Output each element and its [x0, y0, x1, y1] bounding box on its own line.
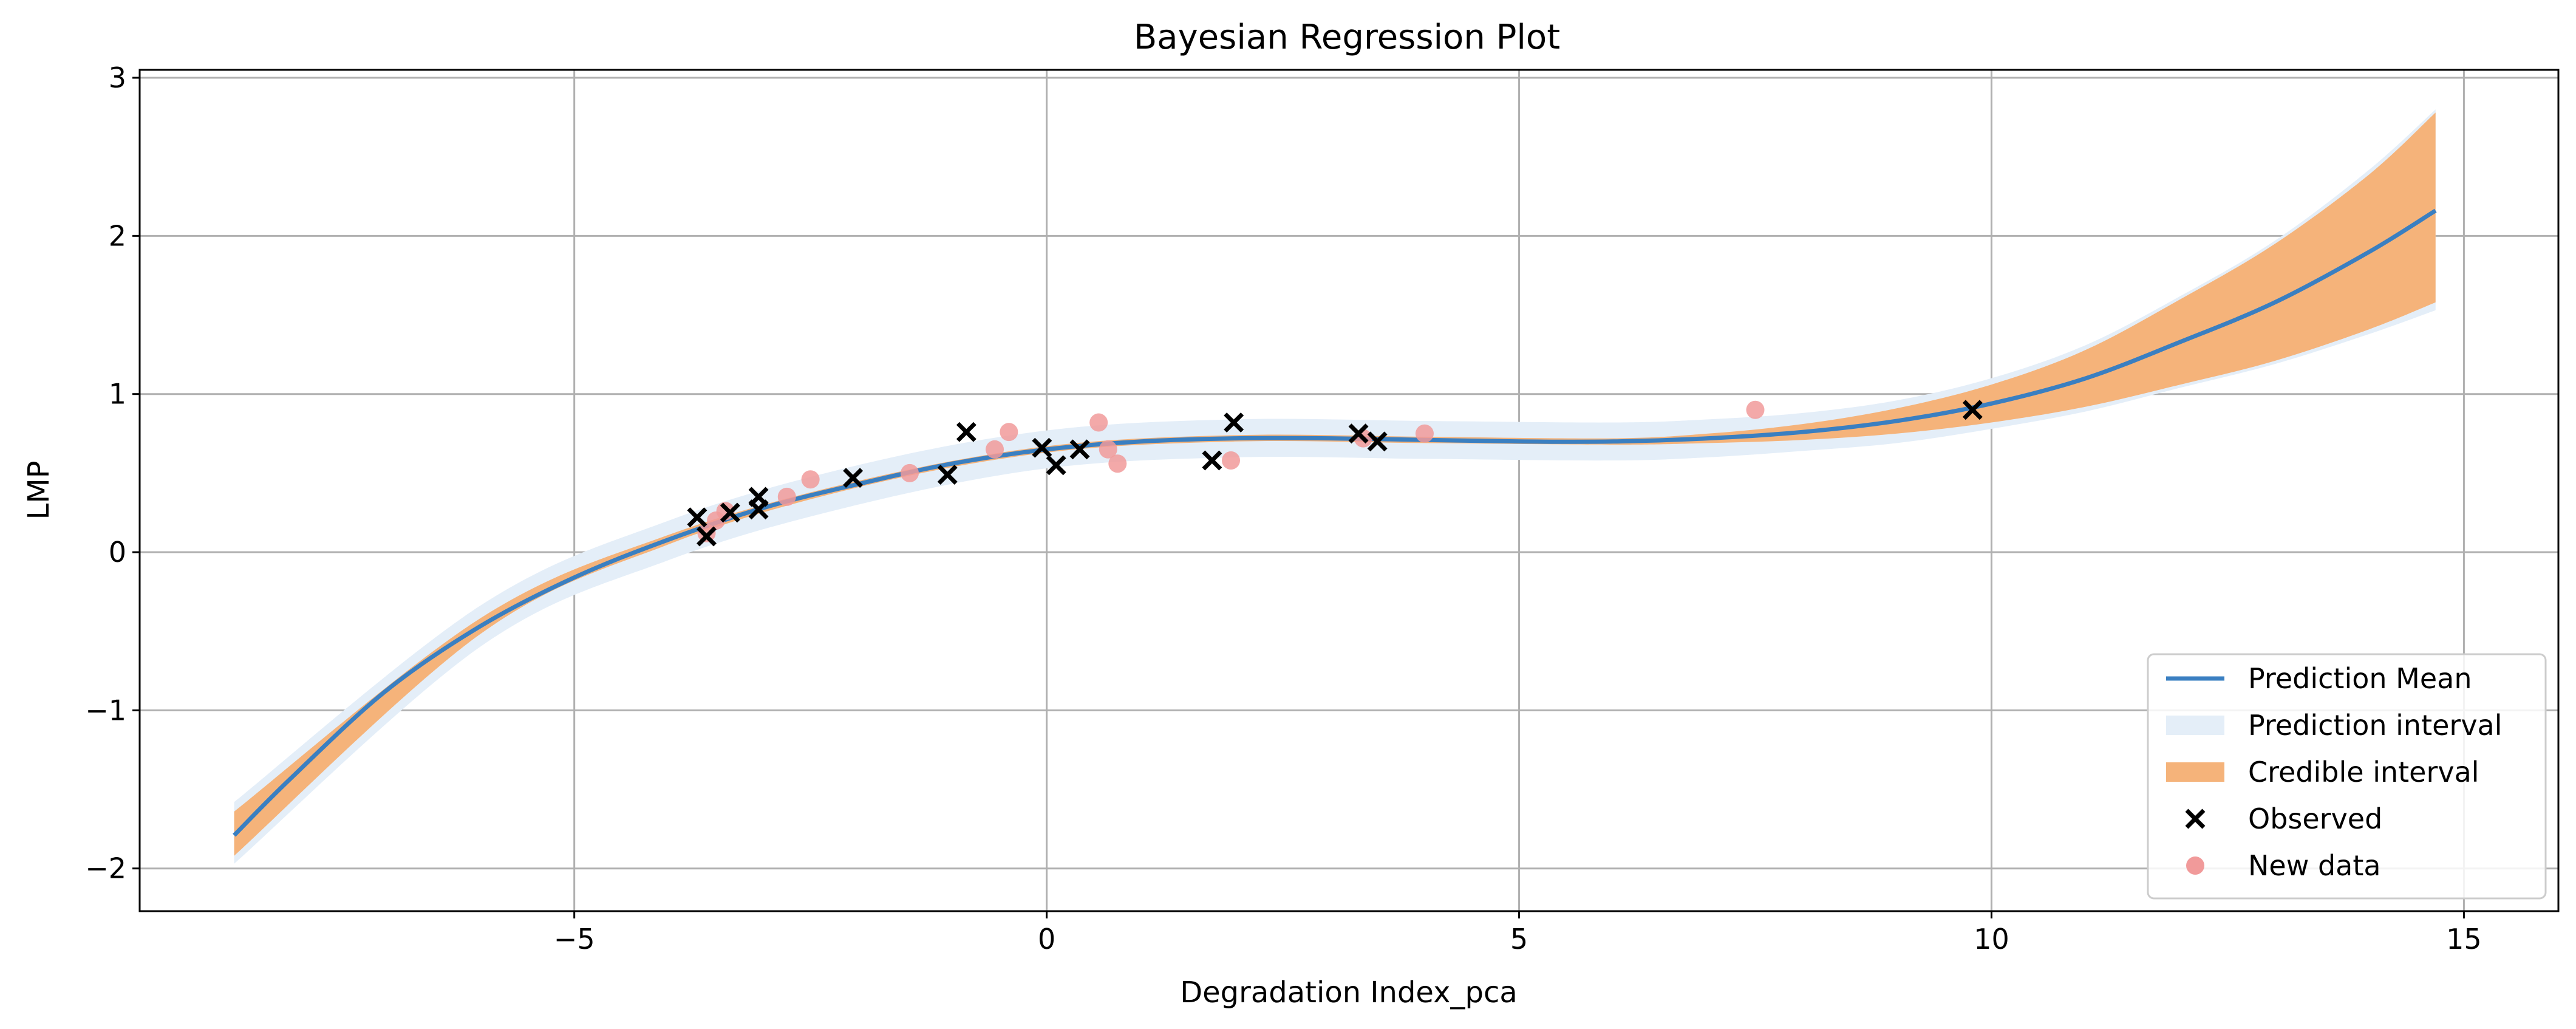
prediction-mean-line: [233, 208, 2437, 837]
new-data-point: [986, 440, 1004, 459]
observed-point: [687, 507, 707, 528]
x-tick-label: 0: [1038, 923, 1055, 956]
new-data-point: [1415, 424, 1434, 443]
y-axis-label: LMP: [22, 460, 56, 519]
x-tick-label: 10: [1974, 923, 2009, 956]
new-data-point: [1108, 454, 1127, 473]
observed-point: [697, 526, 717, 547]
x-tick-label: −5: [554, 923, 595, 956]
axis-ticks: −5 0 5 10 15 −2 −1 0 1 2 3: [85, 61, 2482, 956]
observed-point: [1962, 400, 1983, 420]
y-tick-label: −1: [85, 694, 126, 726]
legend-label: New data: [2248, 849, 2381, 882]
x-axis-label: Degradation Index_pca: [1180, 976, 1518, 1010]
new-data-point: [697, 524, 716, 542]
observed-point: [1348, 423, 1369, 444]
observed-point: [1069, 439, 1090, 460]
observed-point: [956, 422, 976, 442]
observed-point: [1032, 437, 1052, 458]
observed-point: [843, 468, 864, 488]
new-data-point: [1222, 451, 1241, 470]
legend-label: Observed: [2248, 802, 2382, 835]
new-data-point: [1099, 440, 1117, 459]
new-data-point: [801, 470, 820, 489]
observed-point: [1224, 412, 1244, 433]
new-data-point: [777, 487, 796, 506]
chart-title: Bayesian Regression Plot: [1134, 18, 1560, 57]
observed-point: [748, 487, 769, 507]
y-tick-label: −2: [85, 852, 126, 885]
legend-label: Credible interval: [2248, 756, 2479, 788]
y-tick-label: 0: [109, 536, 126, 569]
legend-label: Prediction interval: [2248, 709, 2503, 742]
y-tick-label: 1: [109, 378, 126, 411]
new-data-point: [1746, 400, 1765, 419]
data-markers: [687, 400, 1983, 547]
legend-observed-swatch: [2185, 808, 2206, 829]
observed-point: [1367, 431, 1388, 452]
x-tick-label: 5: [1510, 923, 1528, 956]
x-tick-label: 15: [2446, 923, 2482, 956]
observed-point: [720, 502, 740, 523]
legend: Prediction Mean Prediction interval Credib…: [2147, 653, 2547, 900]
new-data-point: [1000, 423, 1018, 442]
mean-line-group: [233, 208, 2437, 837]
y-tick-label: 2: [109, 219, 126, 252]
legend-new-data-swatch: [2186, 856, 2204, 875]
observed-point: [937, 464, 958, 485]
plot-frame: [138, 69, 2560, 912]
new-data-point: [901, 463, 919, 482]
y-tick-label: 3: [109, 61, 126, 94]
observed-point: [1202, 450, 1222, 471]
legend-credible-swatch: [2166, 762, 2224, 782]
observed-point: [1046, 455, 1066, 476]
new-data-point: [1089, 413, 1108, 432]
legend-label: Prediction Mean: [2248, 662, 2472, 695]
legend-prediction-swatch: [2166, 716, 2224, 735]
legend-box: [2147, 653, 2547, 900]
